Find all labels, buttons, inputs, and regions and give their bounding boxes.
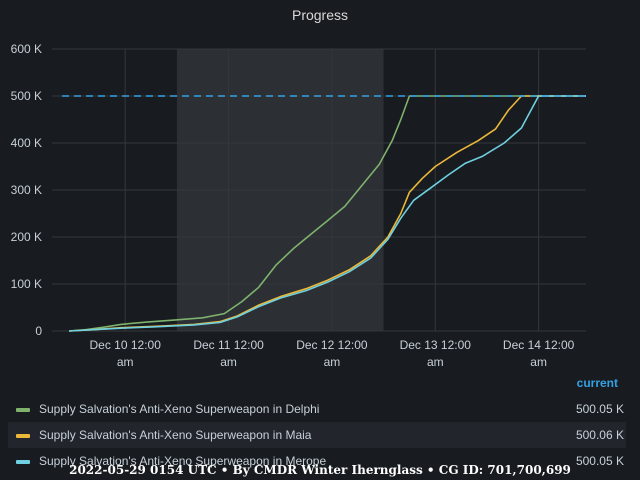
legend-value-merope: 500.05 K [575,454,624,468]
x-tick-label-suffix: am [324,355,341,369]
x-tick-label-suffix: am [117,355,134,369]
progress-chart: 0 100 K 200 K 300 K 400 K 500 K 600 K Dec 10 1… [11,42,586,369]
x-tick-label: Dec 13 12:00 [400,338,472,352]
y-tick-label: 500 K [11,89,42,103]
legend-row-merope[interactable]: Supply Salvation's Anti-Xeno Superweapon… [8,448,626,474]
y-tick-label: 200 K [11,230,42,244]
y-tick-label: 600 K [11,42,42,56]
x-tick-label: Dec 11 12:00 [193,338,264,352]
footer-credit: 2022-05-29 0154 UTC • By CMDR Winter Ihe… [69,463,571,477]
series-line-delphi [69,95,586,332]
x-tick-label-suffix: am [427,355,444,369]
legend-header-current[interactable]: current [576,376,618,390]
legend-value-delphi: 500.05 K [575,402,624,416]
x-tick-label: Dec 12 12:00 [296,338,368,352]
legend-swatch-merope [16,460,30,464]
y-tick-label: 0 [35,324,42,338]
y-tick-label: 100 K [11,277,42,291]
legend-swatch-maia [16,434,30,438]
legend-swatch-delphi [16,408,30,412]
legend-label-delphi: Supply Salvation's Anti-Xeno Superweapon… [39,402,320,416]
legend-label-merope: Supply Salvation's Anti-Xeno Superweapon… [39,454,327,468]
legend-label-maia: Supply Salvation's Anti-Xeno Superweapon… [39,428,312,442]
x-tick-label-suffix: am [530,355,547,369]
legend-row-delphi[interactable]: Supply Salvation's Anti-Xeno Superweapon… [8,396,626,422]
y-tick-label: 400 K [11,136,42,150]
x-tick-label-suffix: am [220,355,237,369]
y-tick-label: 300 K [11,183,42,197]
series-line-merope [69,95,586,332]
x-tick-label: Dec 14 12:00 [503,338,575,352]
x-tick-label: Dec 10 12:00 [90,338,162,352]
legend-row-maia[interactable]: Supply Salvation's Anti-Xeno Superweapon… [8,422,626,448]
legend-value-maia: 500.06 K [575,428,624,442]
chart-title: Progress [291,7,349,23]
